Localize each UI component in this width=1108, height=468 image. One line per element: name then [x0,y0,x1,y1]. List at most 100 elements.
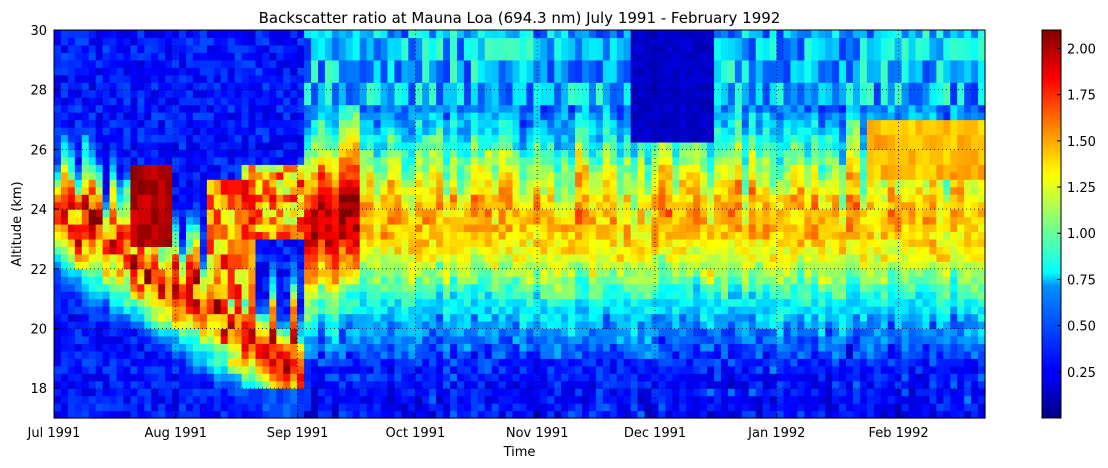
heatmap-cell [373,82,382,91]
heatmap-cell [269,343,277,352]
heatmap-cell [109,59,118,68]
heatmap-cell [290,179,298,188]
heatmap-cell [588,119,597,128]
heatmap-cell [359,298,368,307]
heatmap-cell [644,104,653,113]
heatmap-cell [408,89,416,98]
heatmap-cell [588,335,597,344]
heatmap-cell [213,276,222,285]
heatmap-cell [602,410,611,419]
heatmap-cell [318,403,326,412]
heatmap-cell [665,253,673,262]
heatmap-cell [693,67,701,76]
heatmap-cell [554,350,562,359]
heatmap-cell [443,216,451,225]
heatmap-cell [630,350,639,359]
heatmap-cell [637,313,646,322]
heatmap-cell [595,112,604,121]
heatmap-cell [609,238,618,247]
heatmap-cell [213,298,222,307]
heatmap-cell [352,156,361,165]
heatmap-cell [679,328,687,337]
heatmap-cell [575,388,583,397]
heatmap-cell [276,44,284,53]
heatmap-cell [470,283,479,292]
heatmap-cell [429,201,437,210]
heatmap-cell [693,201,701,210]
heatmap-cell [241,328,250,337]
heatmap-cell [575,97,583,106]
heatmap-cell [304,388,312,397]
heatmap-cell [192,112,201,121]
heatmap-cell [179,261,187,270]
heatmap-cell [366,134,375,143]
heatmap-cell [311,298,319,307]
heatmap-cell [311,186,319,195]
heatmap-cell [595,231,604,240]
heatmap-cell [206,313,215,322]
heatmap-cell [554,171,562,180]
heatmap-cell [331,276,340,285]
heatmap-cell [338,380,347,389]
heatmap-cell [693,141,701,150]
heatmap-cell [401,97,409,106]
heatmap-cell [672,403,680,412]
heatmap-cell [373,365,382,374]
heatmap-cell [109,216,118,225]
heatmap-cell [241,30,250,39]
heatmap-cell [512,37,521,46]
heatmap-cell [241,171,250,180]
heatmap-cell [130,44,138,53]
heatmap-cell [144,328,152,337]
heatmap-cell [443,283,451,292]
heatmap-cell [338,141,347,150]
heatmap-cell [269,112,277,121]
heatmap-cell [693,410,701,419]
heatmap-cell [60,380,69,389]
heatmap-cell [151,358,159,367]
heatmap-cell [345,328,354,337]
heatmap-cell [714,194,722,203]
heatmap-cell [304,358,312,367]
heatmap-cell [394,37,402,46]
heatmap-cell [380,298,389,307]
heatmap-cell [547,373,555,382]
heatmap-cell [554,321,562,330]
heatmap-cell [415,321,423,330]
heatmap-cell [463,410,472,419]
heatmap-cell [665,358,673,367]
heatmap-cell [74,74,83,83]
heatmap-cell [387,97,396,106]
heatmap-cell [491,291,500,300]
heatmap-cell [276,104,284,113]
heatmap-cell [311,261,319,270]
heatmap-cell [88,350,97,359]
heatmap-cell [609,328,618,337]
heatmap-cell [213,395,222,404]
heatmap-cell [547,395,555,404]
heatmap-cell [456,403,465,412]
heatmap-cell [498,179,507,188]
heatmap-cell [582,261,590,270]
heatmap-cell [679,156,687,165]
heatmap-cell [311,89,319,98]
heatmap-cell [248,253,257,262]
heatmap-cell [366,141,375,150]
heatmap-cell [227,201,236,210]
heatmap-cell [88,97,97,106]
heatmap-cell [519,350,528,359]
heatmap-cell [95,246,104,255]
heatmap-cell [588,224,597,233]
heatmap-cell [324,291,333,300]
heatmap-cell [686,350,694,359]
heatmap-cell [283,238,291,247]
heatmap-cell [588,74,597,83]
heatmap-cell [165,59,173,68]
heatmap-cell [179,104,187,113]
heatmap-cell [644,283,653,292]
heatmap-cell [450,365,458,374]
heatmap-cell [512,261,521,270]
heatmap-cell [192,238,201,247]
heatmap-cell [700,104,708,113]
heatmap-cell [568,328,576,337]
